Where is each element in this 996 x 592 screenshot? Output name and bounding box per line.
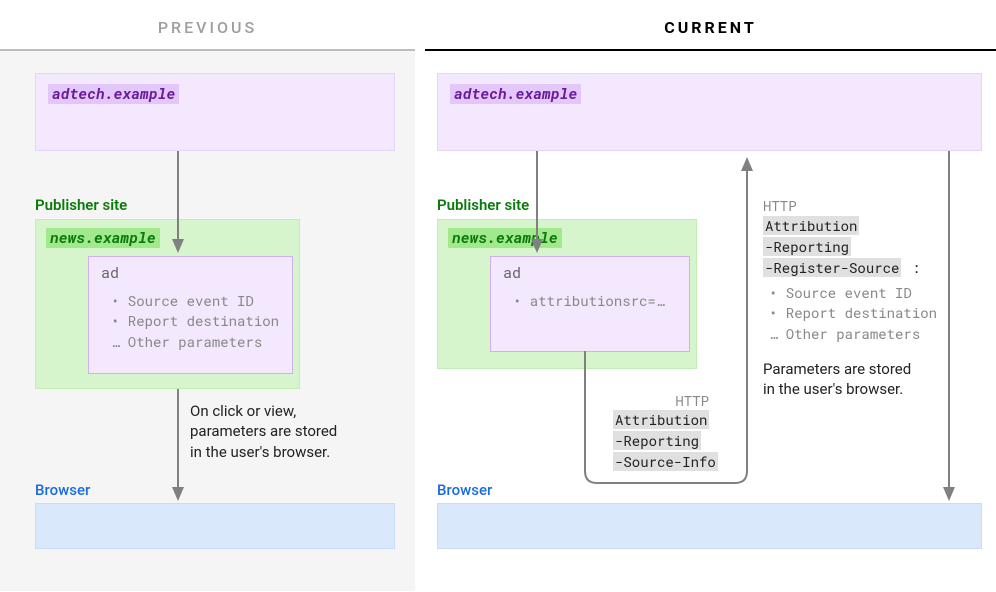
previous-body: adtech.example Publisher site news.examp… (0, 51, 415, 591)
http2-colon: : (901, 258, 922, 277)
http1-line3: -Source-Info (613, 452, 718, 471)
http2-line2: -Reporting (763, 237, 851, 256)
adtech-box-r: adtech.example (437, 73, 982, 151)
current-header: CURRENT (425, 0, 996, 51)
http1-line1: Attribution (613, 410, 709, 429)
news-label-r: news.example (448, 228, 562, 248)
http2-headers: Attribution -Reporting -Register-Source … (763, 215, 922, 278)
publisher-title-r: Publisher site (437, 196, 529, 214)
previous-caption: On click or view, parameters are stored … (190, 401, 337, 462)
news-label: news.example (46, 228, 160, 248)
browser-label: Browser (35, 481, 90, 499)
publisher-box-r: news.example ad • attributionsrc=… (437, 219, 697, 369)
ad-title: ad (101, 263, 119, 283)
previous-header: PREVIOUS (0, 0, 415, 51)
http1-label: HTTP (619, 391, 709, 410)
ad-box-r: ad • attributionsrc=… (490, 256, 690, 352)
adtech-box: adtech.example (35, 73, 395, 151)
ad-title-r: ad (503, 263, 521, 283)
previous-panel: PREVIOUS adtech.example Publisher site n… (0, 0, 415, 592)
publisher-box: news.example ad • Source event ID • Repo… (35, 219, 300, 389)
http2-label: HTTP (763, 196, 813, 215)
current-panel: CURRENT adtech.example Publisher site ne… (425, 0, 996, 592)
current-body: adtech.example Publisher site news.examp… (425, 51, 996, 591)
ad-box: ad • Source event ID • Report destinatio… (88, 256, 293, 374)
browser-box-r (437, 503, 982, 549)
current-caption: Parameters are stored in the user's brow… (763, 359, 911, 400)
http2-bullets: • Source event ID • Report destination …… (769, 283, 937, 344)
browser-box (35, 503, 395, 549)
browser-label-r: Browser (437, 481, 492, 499)
adtech-label-r: adtech.example (450, 84, 581, 104)
ad-bullets: • Source event ID • Report destination …… (111, 291, 279, 352)
publisher-title: Publisher site (35, 196, 127, 214)
adtech-label: adtech.example (48, 84, 179, 104)
ad-bullets-r: • attributionsrc=… (513, 291, 664, 311)
http1-headers: Attribution -Reporting -Source-Info (613, 409, 718, 472)
http2-line1: Attribution (763, 216, 859, 235)
http1-line2: -Reporting (613, 431, 701, 450)
http2-line3: -Register-Source (763, 258, 901, 277)
